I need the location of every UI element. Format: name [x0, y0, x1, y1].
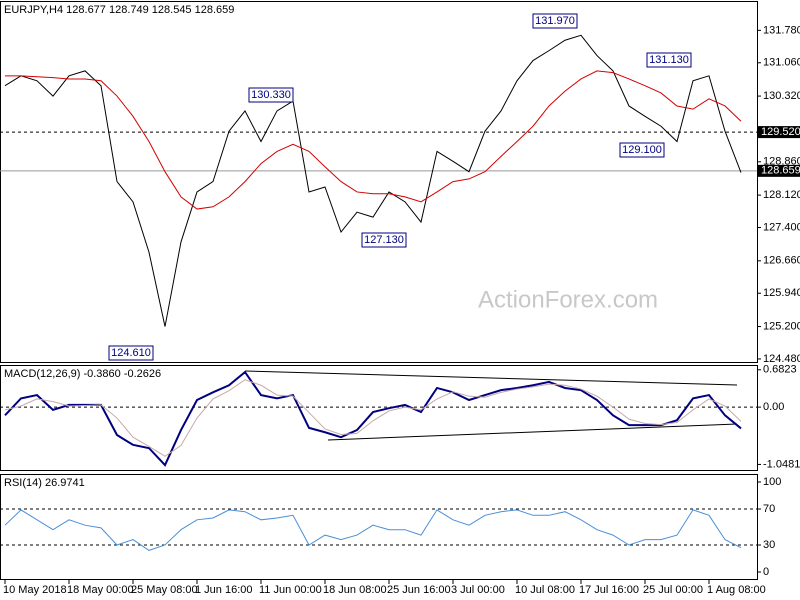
annotation: 124.610: [111, 347, 151, 359]
y-tick-label: 0: [763, 566, 769, 578]
level-label: 128.659: [761, 165, 800, 177]
annotation-box: [619, 142, 665, 158]
y-tick-label: 125.200: [763, 320, 800, 332]
annotation-box: [532, 13, 578, 29]
annotation: 131.130: [649, 54, 689, 66]
series-line: [4, 34, 742, 327]
y-tick-label: 0.00: [763, 401, 784, 413]
x-tick-label: 1 Jun 16:00: [195, 584, 253, 596]
x-tick-label: 18 May 00:00: [67, 584, 134, 596]
series-line: [5, 70, 742, 210]
x-tick-label: 3 Jul 00:00: [451, 584, 505, 596]
x-tick-label: 25 Jun 16:00: [387, 584, 451, 596]
y-tick-label: 124.480: [763, 353, 800, 365]
y-tick-label: 131.780: [763, 24, 800, 36]
x-tick-label: 25 May 08:00: [131, 584, 198, 596]
level-label: 129.520: [761, 126, 800, 138]
x-tick-label: 25 Jul 00:00: [643, 584, 703, 596]
rsi-title: RSI(14) 26.9741: [4, 477, 85, 489]
y-tick-label: 130.320: [763, 90, 800, 102]
macd-panel: [0, 365, 758, 471]
x-tick-label: 17 Jul 16:00: [579, 584, 639, 596]
y-tick-label: 131.060: [763, 57, 800, 69]
y-tick-label: 70: [763, 503, 775, 515]
trend-line: [244, 370, 738, 386]
chart-title: EURJPY,H4 128.677 128.749 128.545 128.65…: [4, 4, 234, 16]
annotation: 129.100: [622, 144, 662, 156]
y-tick-label: 128.120: [763, 189, 800, 201]
annotation: 131.970: [535, 15, 575, 27]
y-tick-label: 128.860: [763, 156, 800, 168]
y-tick-label: 125.940: [763, 287, 800, 299]
y-tick-label: 100: [763, 476, 781, 488]
annotation-box: [248, 87, 294, 103]
level-box: [758, 126, 800, 139]
annotation: 127.130: [364, 234, 404, 246]
y-tick-label: 127.400: [763, 221, 800, 233]
y-tick-label: 0.6823: [763, 364, 797, 376]
x-tick-label: 1 Aug 08:00: [707, 584, 766, 596]
series-line: [4, 370, 742, 467]
annotation-box: [646, 52, 692, 68]
series-line: [4, 509, 742, 551]
annotation-box: [108, 345, 154, 361]
y-tick-label: 126.660: [763, 255, 800, 267]
trend-line: [327, 423, 738, 441]
y-tick-label: -1.0481: [763, 458, 800, 470]
x-tick-label: 11 Jun 00:00: [259, 584, 322, 596]
price-panel: [0, 1, 758, 363]
y-tick-label: 30: [763, 539, 775, 551]
level-box: [758, 164, 800, 177]
series-line: [4, 379, 742, 457]
rsi-panel: [0, 474, 758, 580]
annotation: 130.330: [251, 89, 291, 101]
x-tick-label: 18 Jun 08:00: [323, 584, 387, 596]
x-tick-label: 10 Jul 08:00: [515, 584, 575, 596]
annotation-box: [361, 232, 407, 248]
watermark: ActionForex.com: [478, 286, 658, 313]
x-tick-label: 10 May 2018: [3, 584, 67, 596]
macd-title: MACD(12,26,9) -0.3860 -0.2626: [4, 368, 161, 380]
